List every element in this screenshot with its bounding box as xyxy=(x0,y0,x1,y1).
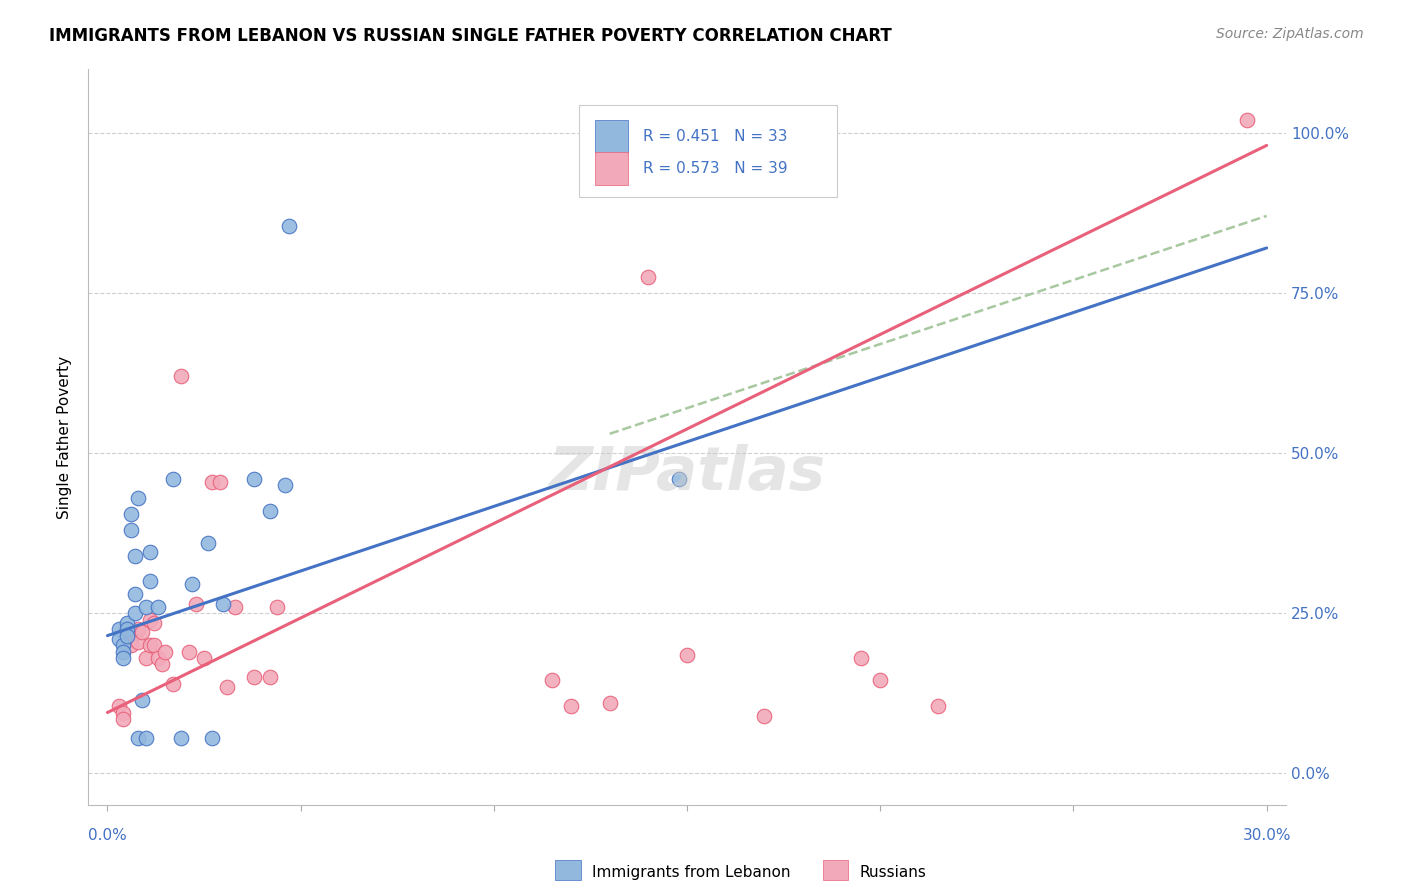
Point xyxy=(108,699,131,714)
Point xyxy=(127,491,149,505)
Point xyxy=(637,269,659,284)
Point xyxy=(115,622,138,636)
Point xyxy=(127,635,149,649)
Text: IMMIGRANTS FROM LEBANON VS RUSSIAN SINGLE FATHER POVERTY CORRELATION CHART: IMMIGRANTS FROM LEBANON VS RUSSIAN SINGL… xyxy=(49,27,891,45)
Point xyxy=(170,369,193,384)
Point xyxy=(111,645,134,659)
Point xyxy=(108,632,131,646)
FancyBboxPatch shape xyxy=(595,120,628,153)
Point xyxy=(120,507,142,521)
Point xyxy=(120,632,142,646)
Text: 0.0%: 0.0% xyxy=(89,828,127,843)
Text: 30.0%: 30.0% xyxy=(1243,828,1291,843)
Text: Russians: Russians xyxy=(859,865,927,880)
Point xyxy=(849,651,872,665)
Text: R = 0.573   N = 39: R = 0.573 N = 39 xyxy=(643,161,787,176)
Point xyxy=(170,731,193,746)
Text: Source: ZipAtlas.com: Source: ZipAtlas.com xyxy=(1216,27,1364,41)
Point xyxy=(186,597,208,611)
Point xyxy=(127,622,149,636)
Point xyxy=(676,648,699,662)
Point xyxy=(139,613,162,627)
Point xyxy=(127,731,149,746)
Text: R = 0.451   N = 33: R = 0.451 N = 33 xyxy=(643,129,787,145)
Text: ZIPatlas: ZIPatlas xyxy=(548,444,825,503)
Point xyxy=(131,625,153,640)
Point xyxy=(266,599,288,614)
Point xyxy=(139,638,162,652)
Point xyxy=(142,638,165,652)
Point xyxy=(135,651,157,665)
FancyBboxPatch shape xyxy=(579,105,837,197)
Point xyxy=(208,475,231,489)
Point xyxy=(243,472,266,486)
Point xyxy=(115,615,138,630)
Point xyxy=(162,676,184,690)
Point xyxy=(139,574,162,589)
Point xyxy=(111,651,134,665)
Point xyxy=(224,599,246,614)
Point xyxy=(927,699,949,714)
Point xyxy=(201,731,224,746)
Point xyxy=(278,219,301,233)
Point xyxy=(131,692,153,706)
Point xyxy=(243,670,266,684)
Point xyxy=(120,523,142,537)
Point xyxy=(111,706,134,720)
Y-axis label: Single Father Poverty: Single Father Poverty xyxy=(58,355,72,518)
Point xyxy=(146,599,169,614)
Point xyxy=(648,112,671,127)
Point xyxy=(197,535,219,549)
Point xyxy=(162,472,184,486)
Point xyxy=(146,651,169,665)
Point xyxy=(124,606,146,620)
Point xyxy=(120,638,142,652)
Point xyxy=(754,708,776,723)
Point xyxy=(135,731,157,746)
Point xyxy=(217,680,239,694)
Point xyxy=(150,657,173,672)
Point xyxy=(560,699,582,714)
Point xyxy=(139,545,162,559)
Point xyxy=(599,696,621,710)
Point xyxy=(259,503,281,517)
Point xyxy=(193,651,215,665)
Point xyxy=(869,673,891,688)
Point xyxy=(212,597,235,611)
Point xyxy=(201,475,224,489)
Point xyxy=(668,472,690,486)
Point xyxy=(135,599,157,614)
Point xyxy=(540,673,562,688)
Point xyxy=(177,645,200,659)
Point xyxy=(124,587,146,601)
FancyBboxPatch shape xyxy=(595,152,628,185)
Point xyxy=(115,629,138,643)
Point xyxy=(142,615,165,630)
Point xyxy=(274,478,297,492)
Point xyxy=(181,577,204,591)
Point xyxy=(155,645,177,659)
Point xyxy=(1236,112,1258,127)
Text: Immigrants from Lebanon: Immigrants from Lebanon xyxy=(592,865,790,880)
Point xyxy=(111,638,134,652)
Point xyxy=(111,712,134,726)
Point xyxy=(115,622,138,636)
Point xyxy=(108,622,131,636)
Point xyxy=(124,549,146,563)
Point xyxy=(259,670,281,684)
